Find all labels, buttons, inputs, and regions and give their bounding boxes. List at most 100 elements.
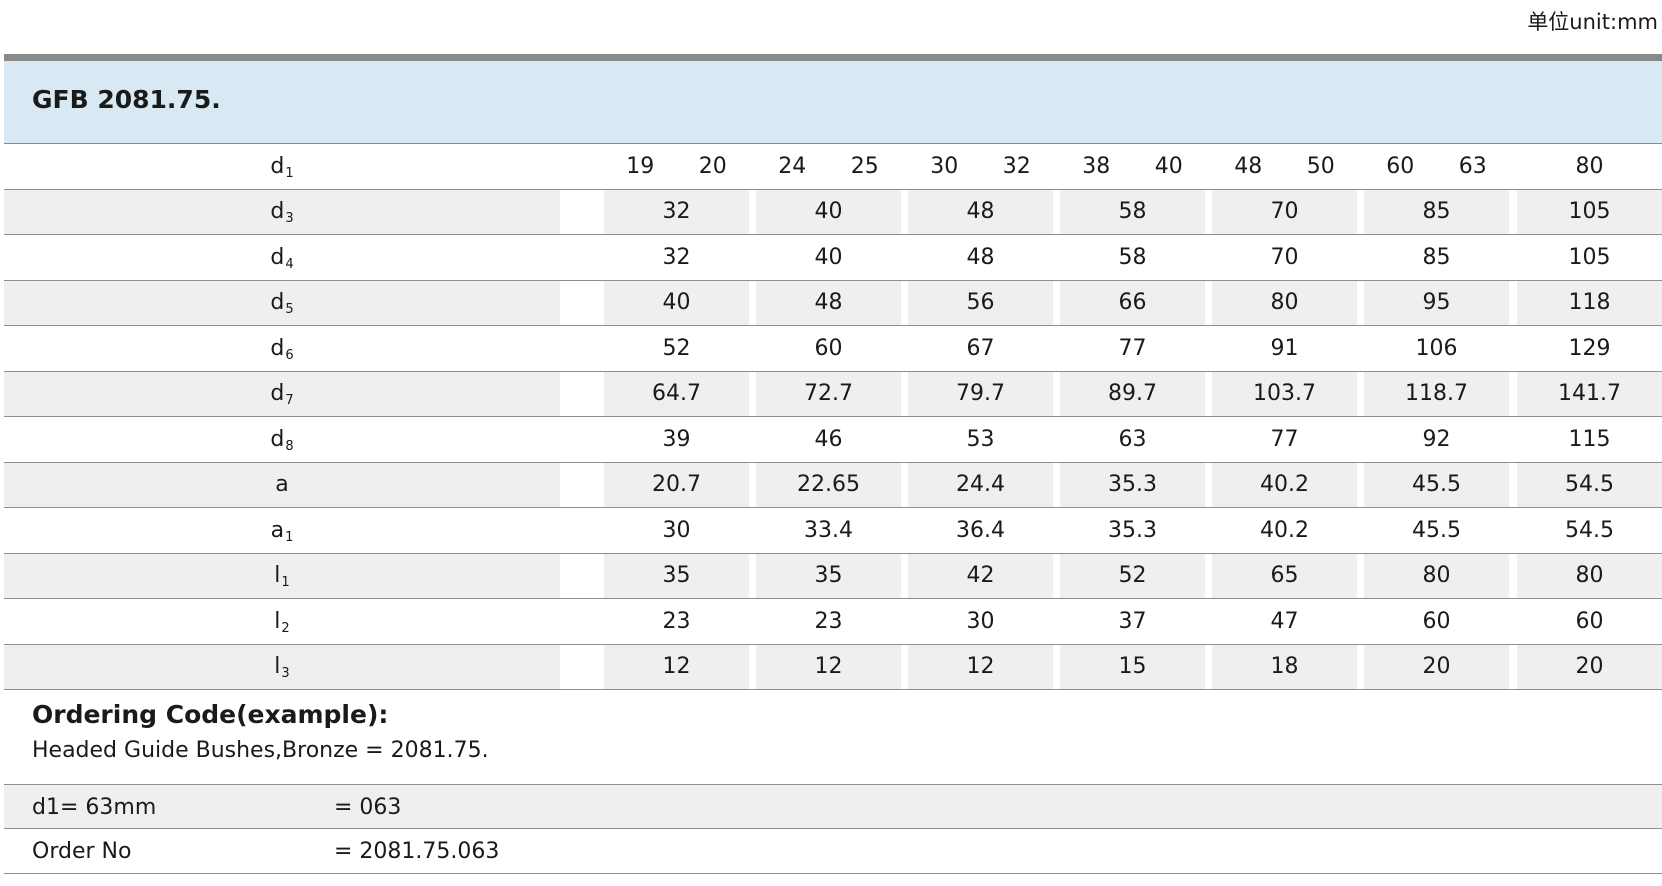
table-cell: 40 xyxy=(756,189,901,234)
ordering-description: Headed Guide Bushes,Bronze = 2081.75. xyxy=(32,738,489,763)
table-cell: 48 xyxy=(966,244,995,270)
table-row: l 2 23 23 30 37 47 60 60 xyxy=(4,599,1662,645)
unit-label: 单位unit:mm xyxy=(1527,10,1658,34)
table-cell: 80 xyxy=(1364,553,1509,598)
row-label-main: d xyxy=(270,290,285,316)
table-cell: 54.5 xyxy=(1517,462,1662,507)
table-cell: 118 xyxy=(1517,280,1662,325)
table-cell: 89.7 xyxy=(1060,371,1205,416)
row-label-subscript: 1 xyxy=(285,529,294,545)
table-cell: 23 xyxy=(662,608,691,634)
ordering-title: Ordering Code(example): xyxy=(32,700,389,729)
table-cell: 15 xyxy=(1060,644,1205,689)
table-cell: 56 xyxy=(908,280,1053,325)
table-row: d 7 64.7 72.7 79.7 89.7 103.7 118.7 141.7 xyxy=(4,371,1662,417)
row-label-subscript: 1 xyxy=(281,575,290,591)
table-cell: 42 xyxy=(908,553,1053,598)
table-cell: 48 xyxy=(756,280,901,325)
table-cell: 18 xyxy=(1212,644,1357,689)
table-cell: 48 xyxy=(908,189,1053,234)
header-size-cell: 24 25 xyxy=(756,144,901,189)
header-size-value: 38 xyxy=(1082,153,1111,179)
table-cell: 45.5 xyxy=(1364,462,1509,507)
header-size-value: 60 xyxy=(1386,153,1415,179)
row-label-subscript: 6 xyxy=(285,347,294,363)
header-size-value: 20 xyxy=(698,153,727,179)
row-label-main: d xyxy=(270,244,285,270)
product-title: GFB 2081.75. xyxy=(32,85,221,114)
header-size-cell: 80 xyxy=(1517,144,1662,189)
table-cell: 20 xyxy=(1364,644,1509,689)
row-label: a xyxy=(4,462,560,507)
ordering-value: = 2081.75.063 xyxy=(334,839,500,864)
table-cell: 30 xyxy=(966,608,995,634)
table-cell: 118.7 xyxy=(1364,371,1509,416)
table-cell: 20.7 xyxy=(604,462,749,507)
table-cell: 60 xyxy=(1422,608,1451,634)
ordering-line-order-no: Order No = 2081.75.063 xyxy=(4,829,1662,874)
table-cell: 58 xyxy=(1060,189,1205,234)
table-cell: 65 xyxy=(1212,553,1357,598)
row-label-subscript: 3 xyxy=(285,211,294,227)
header-size-cell: 60 63 xyxy=(1364,144,1509,189)
row-label-subscript: 1 xyxy=(285,165,294,181)
table-cell: 66 xyxy=(1060,280,1205,325)
header-size-value: 32 xyxy=(1002,153,1031,179)
table-cell: 32 xyxy=(604,189,749,234)
table-cell: 105 xyxy=(1517,189,1662,234)
table-cell: 35 xyxy=(756,553,901,598)
table-cell: 77 xyxy=(1118,335,1147,361)
table-cell: 64.7 xyxy=(604,371,749,416)
table-row: d 3 32 40 48 58 70 85 105 xyxy=(4,189,1662,235)
row-label-main: l xyxy=(274,654,281,680)
header-size-value: 30 xyxy=(930,153,959,179)
table-cell: 39 xyxy=(662,426,691,452)
header-size-value: 48 xyxy=(1234,153,1263,179)
row-label-subscript: 5 xyxy=(285,302,294,318)
table-cell: 12 xyxy=(756,644,901,689)
table-cell: 35 xyxy=(604,553,749,598)
table-cell: 47 xyxy=(1270,608,1299,634)
table-cell: 54.5 xyxy=(1565,517,1614,543)
table-cell: 35.3 xyxy=(1108,517,1157,543)
header-size-cell: 48 50 xyxy=(1212,144,1357,189)
row-label-main: d xyxy=(270,153,285,179)
row-label-subscript: 3 xyxy=(281,666,290,682)
table-cell: 92 xyxy=(1422,426,1451,452)
table-cell: 52 xyxy=(662,335,691,361)
ordering-key: d1= 63mm xyxy=(32,795,157,820)
table-cell: 60 xyxy=(1575,608,1604,634)
table-cell: 24.4 xyxy=(908,462,1053,507)
ordering-key: Order No xyxy=(32,839,132,864)
table-cell: 85 xyxy=(1364,189,1509,234)
row-label-main: l xyxy=(274,563,281,589)
header-size-value: 63 xyxy=(1458,153,1487,179)
ordering-line-d1: d1= 63mm = 063 xyxy=(4,784,1662,829)
row-label-main: a xyxy=(270,517,285,543)
header-size-value: 25 xyxy=(850,153,879,179)
table-row: d 4 32 40 48 58 70 85 105 xyxy=(4,235,1662,281)
table-row: d 8 39 46 53 63 77 92 115 xyxy=(4,417,1662,463)
title-bar: GFB 2081.75. xyxy=(4,61,1662,144)
table-cell: 103.7 xyxy=(1212,371,1357,416)
table-cell: 36.4 xyxy=(956,517,1005,543)
ordering-value: = 063 xyxy=(334,795,402,820)
table-cell: 12 xyxy=(908,644,1053,689)
table-cell: 40 xyxy=(814,244,843,270)
table-cell: 32 xyxy=(662,244,691,270)
row-label-subscript: 2 xyxy=(281,620,290,636)
table-cell: 80 xyxy=(1212,280,1357,325)
table-cell: 79.7 xyxy=(908,371,1053,416)
header-size-value: 40 xyxy=(1154,153,1183,179)
row-label-main: d xyxy=(270,381,285,407)
table-cell: 33.4 xyxy=(804,517,853,543)
table-cell: 40.2 xyxy=(1212,462,1357,507)
